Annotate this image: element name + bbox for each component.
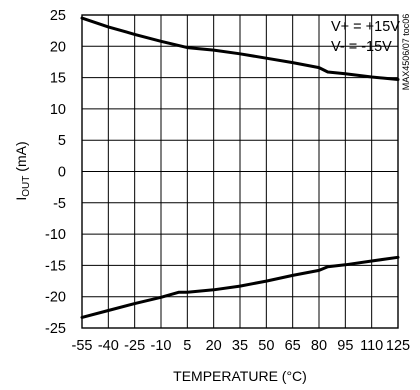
y-tick-label: 0 xyxy=(58,165,66,181)
y-tick-label: 15 xyxy=(50,71,66,87)
x-axis-label: TEMPERATURE (°C) xyxy=(173,368,307,384)
series-group xyxy=(80,16,400,319)
x-tick-label: -55 xyxy=(72,338,93,354)
plot-frame xyxy=(81,14,399,329)
x-tick-label: -25 xyxy=(124,338,145,354)
y-tick-labels: 25 20 15 10 5 0 -5 -10 -15 -20 -25 xyxy=(45,8,66,337)
grid-lines xyxy=(81,14,399,329)
y-tick-label: -20 xyxy=(45,290,66,306)
x-tick-label: 50 xyxy=(258,338,274,354)
y-axis-label: IOUT (mA) xyxy=(13,141,32,200)
y-tick-label: 10 xyxy=(50,102,66,118)
y-tick-label: 25 xyxy=(50,8,66,24)
y-tick-label: -10 xyxy=(45,227,66,243)
series-line-2 xyxy=(80,255,400,319)
y-tick-label: -15 xyxy=(45,258,66,274)
y-axis-label-unit: (mA) xyxy=(13,141,29,175)
annotation-vplus: V+ = +15V xyxy=(331,19,400,35)
x-tick-label: 65 xyxy=(285,338,301,354)
x-tick-label: 20 xyxy=(206,338,222,354)
y-tick-label: -5 xyxy=(53,196,66,212)
annotation-vminus: V- = -15V xyxy=(331,39,392,55)
x-tick-label: -40 xyxy=(98,338,119,354)
x-tick-label: 95 xyxy=(337,338,353,354)
series-line-1 xyxy=(80,16,400,81)
x-tick-labels: -55 -40 -25 -10 5 20 35 50 65 80 95 110 125 xyxy=(72,338,411,354)
y-axis-label-subscript: OUT xyxy=(21,176,32,197)
x-tick-label: -10 xyxy=(151,338,172,354)
x-tick-label: 125 xyxy=(386,338,410,354)
figure-code: MAX4506/07 toc06 xyxy=(401,14,411,91)
y-tick-label: 20 xyxy=(50,39,66,55)
x-tick-label: 110 xyxy=(360,338,383,354)
y-axis-label-main: I xyxy=(13,197,29,201)
y-tick-label: -25 xyxy=(45,321,66,337)
x-tick-label: 5 xyxy=(183,338,191,354)
y-tick-label: 5 xyxy=(58,133,66,149)
x-tick-label: 35 xyxy=(232,338,248,354)
x-tick-label: 80 xyxy=(311,338,327,354)
